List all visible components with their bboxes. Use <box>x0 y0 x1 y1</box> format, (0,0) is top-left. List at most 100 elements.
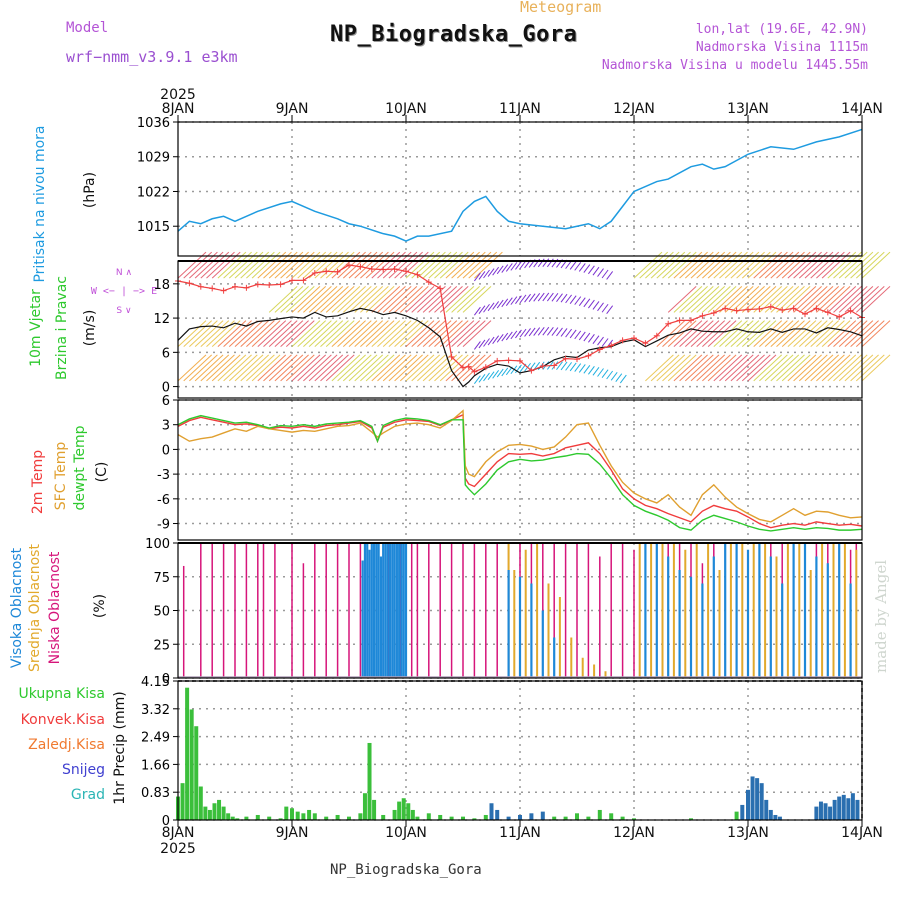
wind-barb <box>274 251 304 279</box>
wind-barb <box>394 320 423 347</box>
wind-barb <box>724 286 754 313</box>
wind-barb <box>619 374 627 384</box>
pressure-label: Pritisak na nivou mora <box>32 125 48 283</box>
wind-barb <box>560 293 568 303</box>
wind-barb <box>759 251 788 279</box>
wind-barb <box>515 364 522 374</box>
precip-bar <box>575 813 579 820</box>
wind-barb <box>838 354 868 382</box>
temp-tick-label: 3 <box>162 419 170 434</box>
top-date-label: 14JAN <box>841 101 883 117</box>
wind-barb <box>546 292 554 302</box>
wind-barb <box>787 286 817 313</box>
wind-barb <box>228 251 258 279</box>
wind-barb <box>505 297 513 306</box>
wind-barb <box>810 286 840 313</box>
wind-barb <box>610 372 618 381</box>
wind-barb <box>673 286 703 313</box>
wind-barb <box>719 251 748 279</box>
wind-barb <box>781 320 811 347</box>
wind-barb <box>483 338 490 347</box>
wind-barb <box>524 293 531 303</box>
wind-barb <box>542 258 550 268</box>
wind-barb <box>505 331 513 341</box>
precip-bar <box>773 814 778 820</box>
wind-barb <box>371 251 401 279</box>
dewpt-label: dewpt Temp <box>72 425 88 511</box>
legend-total-rain: Ukupna Kisa <box>18 686 105 702</box>
wind-barb <box>371 286 401 313</box>
bottom-date-label: 14JAN <box>841 825 883 841</box>
wind-barb <box>741 354 771 382</box>
wind-barb <box>478 374 486 383</box>
wind-barb <box>702 320 731 347</box>
precip-bar <box>814 806 819 820</box>
wind-barb <box>650 354 680 382</box>
wind-barb <box>240 320 270 347</box>
wind-barb <box>297 320 327 347</box>
wind-barb <box>569 362 577 372</box>
wind-barb <box>492 266 500 276</box>
wind-barb <box>747 320 777 347</box>
wind-barb <box>274 354 304 382</box>
wind-barb <box>588 265 595 275</box>
wind-barb <box>263 251 292 279</box>
wind-barb <box>462 320 492 347</box>
wind-barb <box>434 354 463 382</box>
wind-barb <box>747 251 777 279</box>
bottom-date-label: 10JAN <box>385 825 427 841</box>
precip-bar <box>506 816 511 820</box>
precip-bar <box>689 818 693 820</box>
precip-bar <box>198 786 203 820</box>
wind-barb <box>601 369 609 379</box>
wind-barb <box>515 261 522 270</box>
precip-bar <box>203 806 208 820</box>
wind-barb <box>439 286 469 313</box>
top-date-label: 9JAN <box>276 101 309 117</box>
wind-barb <box>810 320 840 347</box>
wind-barb <box>505 263 513 272</box>
wind-barb <box>206 354 235 382</box>
wind-barb <box>325 354 355 382</box>
wind-barb <box>696 320 726 347</box>
wind-barb <box>679 251 708 279</box>
wind-barb <box>781 354 811 382</box>
temp-tick-label: -6 <box>157 493 170 508</box>
wind-barb <box>833 354 862 382</box>
wind-barb <box>838 286 868 313</box>
wind-barb <box>468 251 498 279</box>
precip-bar <box>597 809 602 820</box>
wind-barb <box>793 251 822 279</box>
wind-barb <box>297 286 327 313</box>
wind-barb <box>285 286 315 313</box>
wind-barb <box>633 251 663 279</box>
wind-barb <box>342 354 372 382</box>
wind-barb <box>519 294 527 304</box>
wind-barb <box>798 320 828 347</box>
wind-barb <box>478 305 486 315</box>
precip-bar <box>212 803 217 820</box>
wind-unit: (m/s) <box>82 309 98 347</box>
model-name: wrf−nmm_v3.9.1 e3km <box>66 48 238 66</box>
wind-barb <box>194 354 224 382</box>
wind-barb <box>303 354 332 382</box>
wind-barb <box>861 286 891 313</box>
temp-tick-label: 6 <box>162 394 170 409</box>
wind-barb <box>189 251 218 279</box>
wind-barb <box>713 354 743 382</box>
wind-barb <box>588 365 595 375</box>
precip-bar <box>284 806 289 820</box>
sfc-label: SFC Temp <box>53 441 69 511</box>
precip-bar <box>489 803 494 820</box>
wind-barb <box>320 320 349 347</box>
wind-barb <box>707 251 737 279</box>
wind-barb <box>483 303 490 313</box>
wind-barb <box>483 372 490 382</box>
wind-barb <box>354 286 384 313</box>
wind-barb <box>496 368 504 378</box>
wind-barb <box>365 251 395 279</box>
wind-barb <box>246 251 275 279</box>
wind-barb <box>667 251 697 279</box>
wind-barb <box>308 286 338 313</box>
